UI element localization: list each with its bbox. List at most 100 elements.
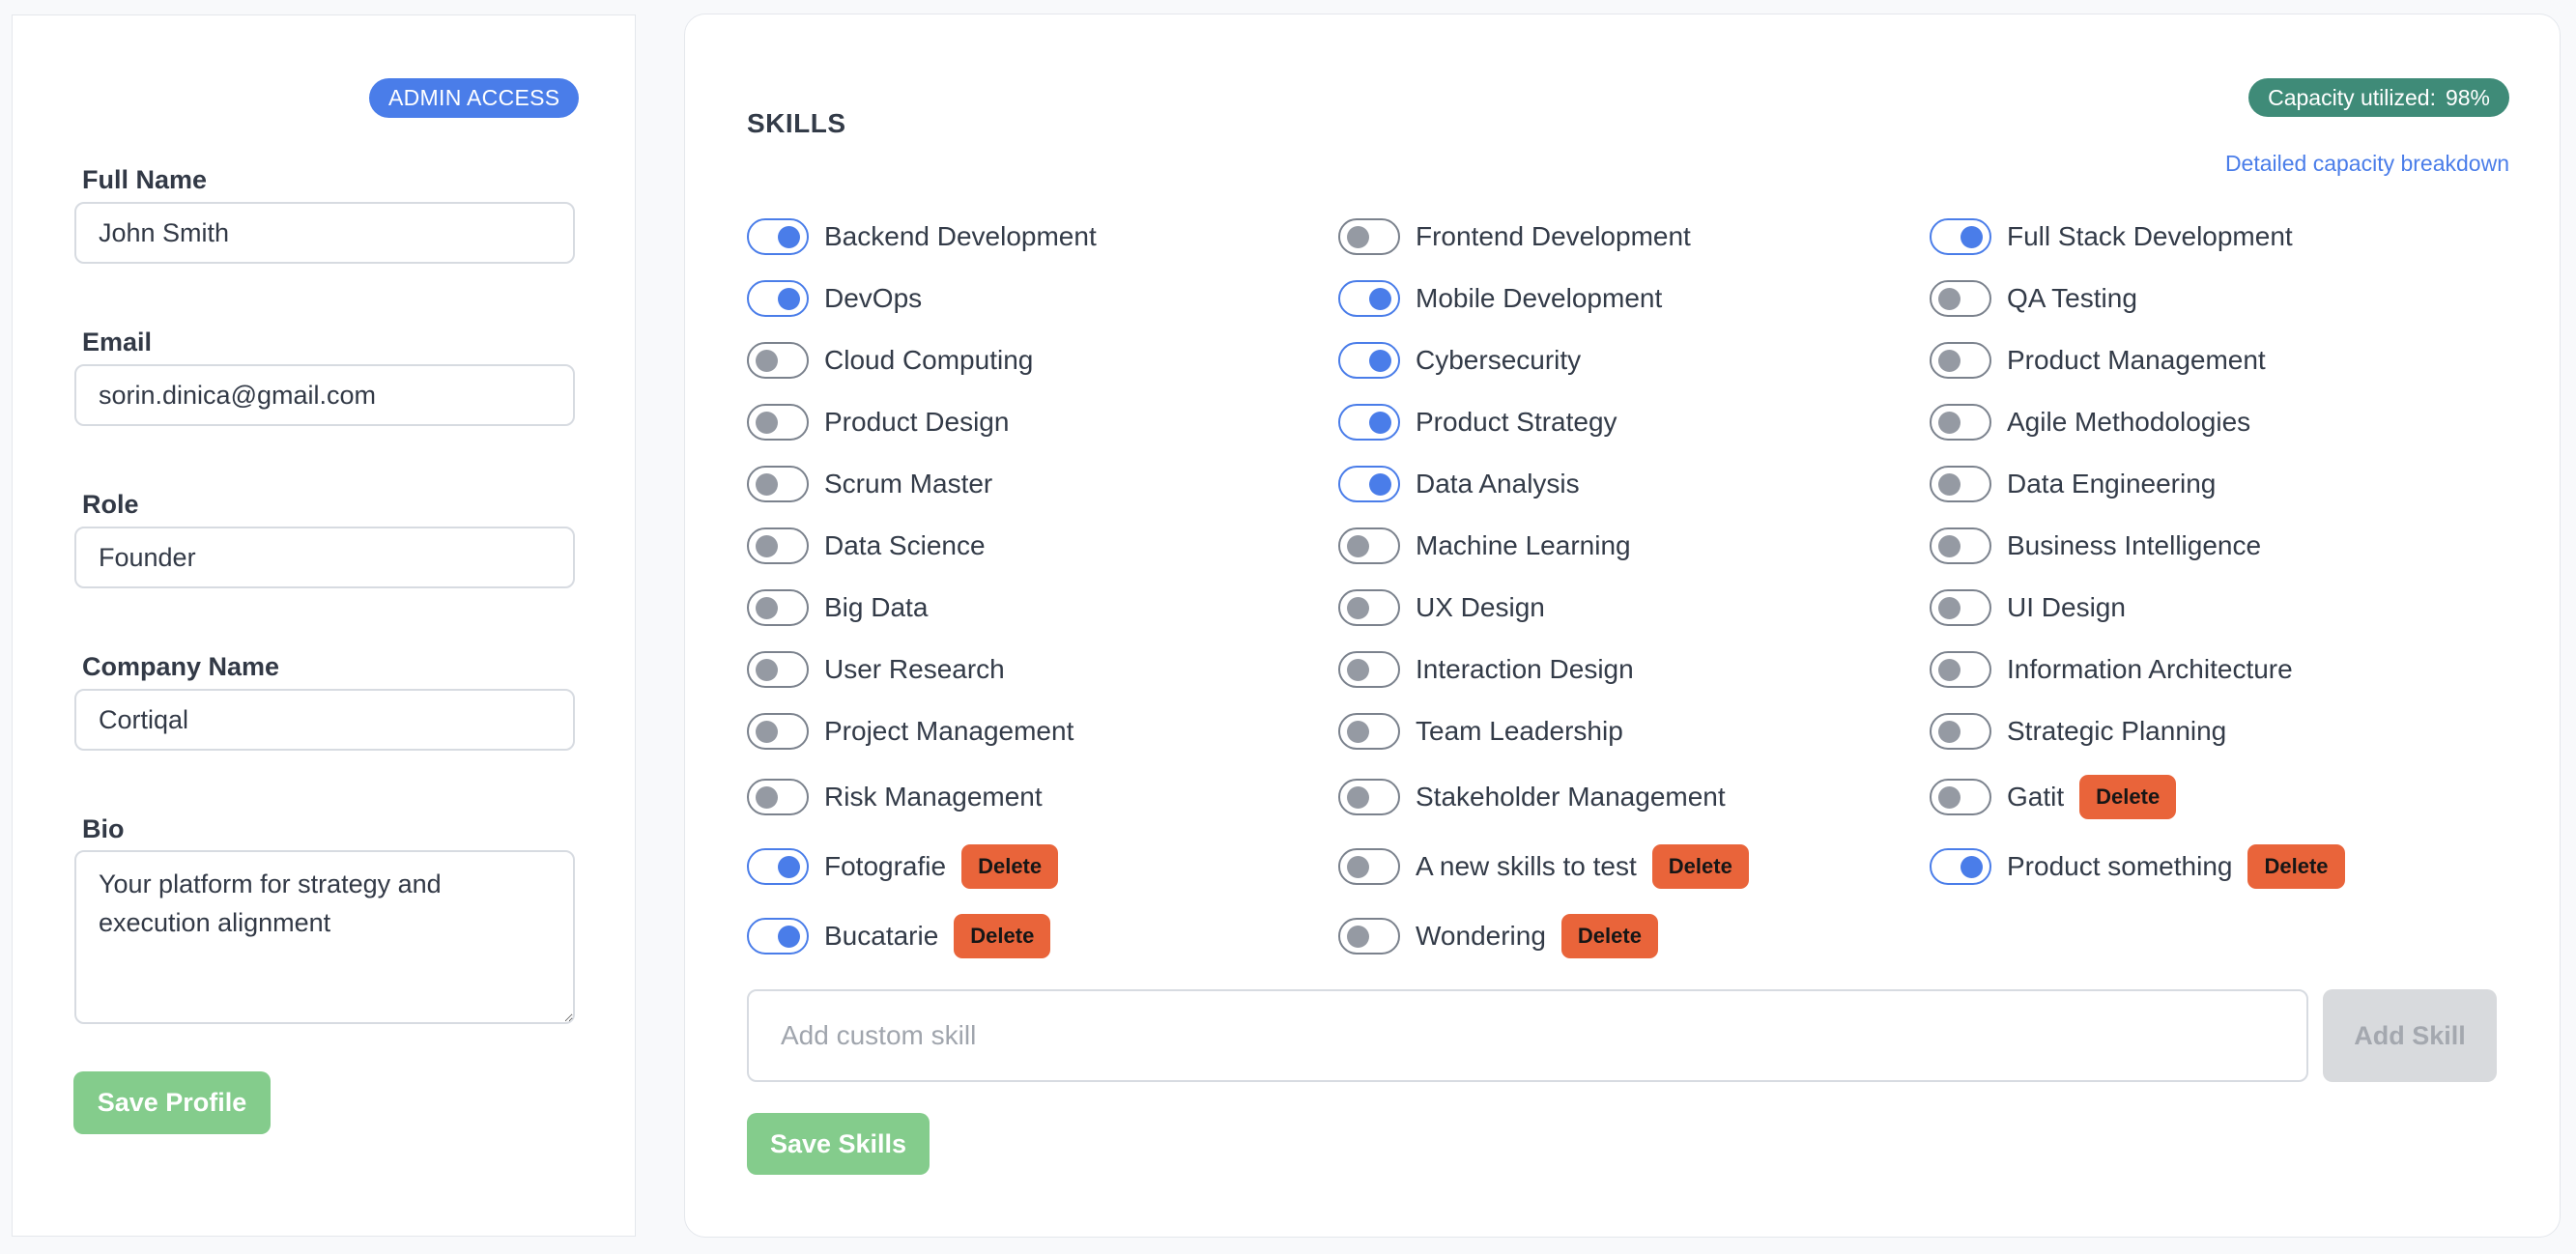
skill-label: Backend Development — [824, 221, 1097, 251]
skill-item-cybersecurity: Cybersecurity — [1338, 339, 1581, 382]
skill-toggle[interactable] — [1338, 651, 1400, 688]
delete-skill-button[interactable]: Delete — [2079, 775, 2177, 819]
skill-toggle[interactable] — [1338, 218, 1400, 255]
skill-label: Project Management — [824, 716, 1074, 746]
capacity-badge: Capacity utilized: 98% — [2248, 78, 2509, 117]
toggle-knob — [778, 926, 800, 948]
skill-toggle[interactable] — [1338, 589, 1400, 626]
profile-panel: ADMIN ACCESS Full Name Email Role Compan… — [12, 14, 636, 1237]
skill-item-bucatarie: Bucatarie Delete — [747, 914, 1051, 958]
skill-item-product-management: Product Management — [1930, 339, 2266, 382]
delete-skill-button[interactable]: Delete — [1651, 844, 1749, 889]
toggle-knob — [756, 721, 778, 743]
custom-skill-input[interactable] — [747, 989, 2308, 1082]
skill-toggle[interactable] — [1930, 218, 1991, 255]
skill-item-business-intelligence: Business Intelligence — [1930, 525, 2261, 567]
skill-item-strategic-planning: Strategic Planning — [1930, 710, 2226, 753]
toggle-knob — [1938, 288, 1961, 310]
skill-toggle[interactable] — [1338, 779, 1400, 815]
skill-toggle[interactable] — [1338, 918, 1400, 955]
email-input[interactable] — [74, 364, 575, 426]
skill-toggle[interactable] — [1930, 713, 1991, 750]
skill-toggle[interactable] — [1338, 404, 1400, 441]
skill-label: Wondering — [1416, 921, 1546, 951]
toggle-knob — [756, 350, 778, 372]
skill-label: Gatit — [2007, 782, 2065, 812]
skill-label: UI Design — [2007, 592, 2126, 622]
company-name-input[interactable] — [74, 689, 575, 751]
skill-toggle[interactable] — [1338, 848, 1400, 885]
skill-item-stakeholder-management: Stakeholder Management — [1338, 776, 1726, 818]
skills-panel: SKILLS Capacity utilized: 98% Detailed ca… — [684, 14, 2561, 1238]
skill-toggle[interactable] — [747, 527, 809, 564]
skill-toggle[interactable] — [1338, 466, 1400, 502]
admin-access-badge: ADMIN ACCESS — [369, 78, 580, 118]
toggle-knob — [1938, 412, 1961, 434]
delete-skill-button[interactable]: Delete — [954, 914, 1051, 958]
toggle-knob — [1938, 786, 1961, 809]
skill-item-product-something: Product something Delete — [1930, 844, 2345, 889]
delete-skill-button[interactable]: Delete — [2247, 844, 2345, 889]
skill-toggle[interactable] — [747, 848, 809, 885]
skill-toggle[interactable] — [747, 589, 809, 626]
skill-toggle[interactable] — [1930, 779, 1991, 815]
capacity-breakdown-link[interactable]: Detailed capacity breakdown — [2224, 151, 2509, 176]
skill-label: Scrum Master — [824, 469, 993, 499]
toggle-knob — [1347, 597, 1369, 619]
skill-toggle[interactable] — [1930, 848, 1991, 885]
skill-label: Product Strategy — [1416, 407, 1617, 437]
full-name-label: Full Name — [82, 165, 208, 194]
skill-item-wondering: Wondering Delete — [1338, 914, 1658, 958]
toggle-knob — [1369, 412, 1391, 434]
skill-item-information-architecture: Information Architecture — [1930, 648, 2293, 691]
save-skills-button[interactable]: Save Skills — [747, 1113, 930, 1175]
skill-label: Product Design — [824, 407, 1010, 437]
skill-toggle[interactable] — [1930, 342, 1991, 379]
skill-item-a-new-skills-to-test: A new skills to test Delete — [1338, 844, 1749, 889]
toggle-knob — [1961, 226, 1983, 248]
skill-toggle[interactable] — [1338, 342, 1400, 379]
skill-toggle[interactable] — [1338, 527, 1400, 564]
skill-item-big-data: Big Data — [747, 586, 928, 629]
skill-toggle[interactable] — [1338, 713, 1400, 750]
toggle-knob — [1938, 350, 1961, 372]
toggle-knob — [1347, 786, 1369, 809]
skill-toggle[interactable] — [1930, 466, 1991, 502]
skill-toggle[interactable] — [1930, 589, 1991, 626]
skill-label: Bucatarie — [824, 921, 939, 951]
skill-item-risk-management: Risk Management — [747, 776, 1043, 818]
full-name-input[interactable] — [74, 202, 575, 264]
delete-skill-button[interactable]: Delete — [961, 844, 1059, 889]
skill-label: UX Design — [1416, 592, 1545, 622]
skill-label: Frontend Development — [1416, 221, 1691, 251]
bio-textarea[interactable]: Your platform for strategy and execution… — [74, 850, 575, 1024]
skill-toggle[interactable] — [1930, 527, 1991, 564]
skill-item-data-analysis: Data Analysis — [1338, 463, 1580, 505]
skill-toggle[interactable] — [1338, 280, 1400, 317]
skill-toggle[interactable] — [747, 651, 809, 688]
role-input[interactable] — [74, 527, 575, 588]
skill-toggle[interactable] — [747, 779, 809, 815]
skill-toggle[interactable] — [747, 218, 809, 255]
delete-skill-button[interactable]: Delete — [1560, 914, 1658, 958]
skill-toggle[interactable] — [747, 918, 809, 955]
skill-item-agile-methodologies: Agile Methodologies — [1930, 401, 2250, 443]
skill-item-frontend-development: Frontend Development — [1338, 215, 1691, 258]
company-name-label: Company Name — [82, 652, 280, 681]
skill-toggle[interactable] — [1930, 280, 1991, 317]
add-skill-button[interactable]: Add Skill — [2323, 989, 2497, 1082]
skill-toggle[interactable] — [747, 342, 809, 379]
skill-toggle[interactable] — [747, 466, 809, 502]
skill-toggle[interactable] — [747, 280, 809, 317]
toggle-knob — [756, 473, 778, 496]
skill-toggle[interactable] — [1930, 651, 1991, 688]
skill-label: Stakeholder Management — [1416, 782, 1726, 812]
skill-label: Interaction Design — [1416, 654, 1634, 684]
skill-toggle[interactable] — [1930, 404, 1991, 441]
skill-label: Machine Learning — [1416, 530, 1631, 560]
skill-label: Cloud Computing — [824, 345, 1034, 375]
save-profile-button[interactable]: Save Profile — [73, 1071, 271, 1134]
skill-toggle[interactable] — [747, 713, 809, 750]
skill-item-ux-design: UX Design — [1338, 586, 1545, 629]
skill-toggle[interactable] — [747, 404, 809, 441]
